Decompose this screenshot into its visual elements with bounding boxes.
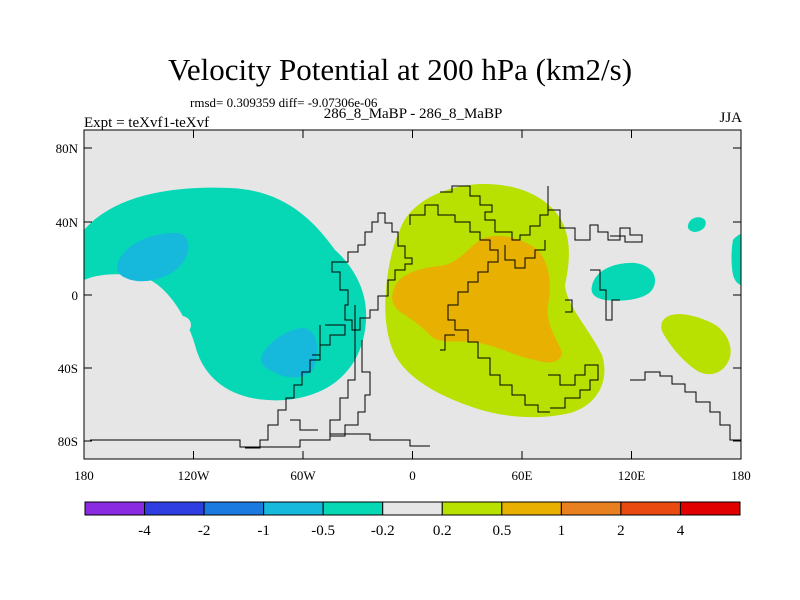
experiment-label: Expt = teXvf1-teXvf (84, 115, 210, 131)
contour-fields (84, 183, 741, 449)
coast-asia (548, 209, 643, 243)
lat-label: 80N (56, 141, 79, 156)
colorbar-label: -0.2 (371, 523, 395, 539)
coast-isthmus (312, 324, 346, 356)
lon-label: 120E (618, 468, 646, 483)
coast-indonesia (590, 269, 620, 321)
lon-label: 180 (731, 468, 751, 483)
plot-title: Velocity Potential at 200 hPa (km2/s) (167, 52, 633, 87)
coast-africa-europe (440, 185, 549, 241)
negative-region-east (591, 262, 656, 301)
continent-outlines (90, 185, 741, 449)
coast-australia (630, 371, 741, 441)
neutral-hole (171, 316, 191, 334)
colorbar-label: 2 (617, 523, 625, 539)
coast-arabia (504, 240, 546, 269)
lon-label: 60E (512, 468, 533, 483)
coast-antarctic-pen (290, 419, 318, 431)
colorbar-label: -1 (257, 523, 270, 539)
colorbar-swatch (144, 501, 205, 516)
negative-region-edge (731, 234, 741, 286)
colorbar-swatch (560, 501, 622, 516)
colorbar-swatch (203, 501, 265, 516)
colorbar-swatch (501, 501, 562, 516)
colorbar-label: 0.2 (433, 523, 452, 539)
colorbar-swatch (620, 501, 681, 516)
coast-antarctic (90, 433, 430, 448)
stats-label: rmsd= 0.309359 diff= -9.07306e-06 (190, 95, 378, 110)
coast-madagascar (548, 364, 599, 409)
colorbar-label: 4 (677, 523, 685, 539)
colorbar-swatch (322, 501, 384, 516)
lat-label: 40N (56, 215, 79, 230)
coast-south-ocean (565, 299, 573, 313)
coast-africa (409, 204, 550, 413)
run-label: 286_8_MaBP - 286_8_MaBP (323, 106, 503, 122)
strong-negative-south (261, 328, 318, 378)
latitude-axis: 80N 40N 0 40S 80S (56, 141, 741, 449)
strong-positive-core (392, 235, 562, 363)
colorbar-label: -0.5 (311, 523, 335, 539)
lat-label: 40S (58, 361, 78, 376)
colorbar-label: -2 (198, 523, 211, 539)
lon-label: 60W (290, 468, 316, 483)
lon-label: 120W (178, 468, 211, 483)
colorbar-label: -4 (138, 523, 151, 539)
colorbar-swatch (441, 501, 503, 516)
coast-south-america (331, 212, 413, 331)
colorbar-swatch (263, 501, 324, 516)
coast-south-america-south (329, 305, 371, 437)
lon-label: 180 (74, 468, 94, 483)
colorbar-label: 0.5 (492, 523, 511, 539)
longitude-axis: 180 120W 60W 0 60E 120E 180 (74, 130, 751, 483)
colorbar-label: 1 (558, 523, 566, 539)
positive-region-southeast (661, 314, 731, 375)
coast-south-africa (440, 334, 455, 351)
negative-region-northeast (687, 217, 706, 232)
strong-negative-north (116, 232, 189, 282)
season-label: JJA (719, 110, 742, 126)
colorbar: -4 -2 -1 -0.5 -0.2 0.2 0.5 1 2 4 (84, 501, 741, 539)
coast-central-america (245, 325, 321, 449)
colorbar-swatch (84, 501, 146, 516)
colorbar-swatch (382, 501, 443, 516)
colorbar-swatch (679, 501, 741, 516)
lat-label: 80S (58, 434, 78, 449)
lon-label: 0 (409, 468, 416, 483)
lat-label: 0 (72, 288, 79, 303)
